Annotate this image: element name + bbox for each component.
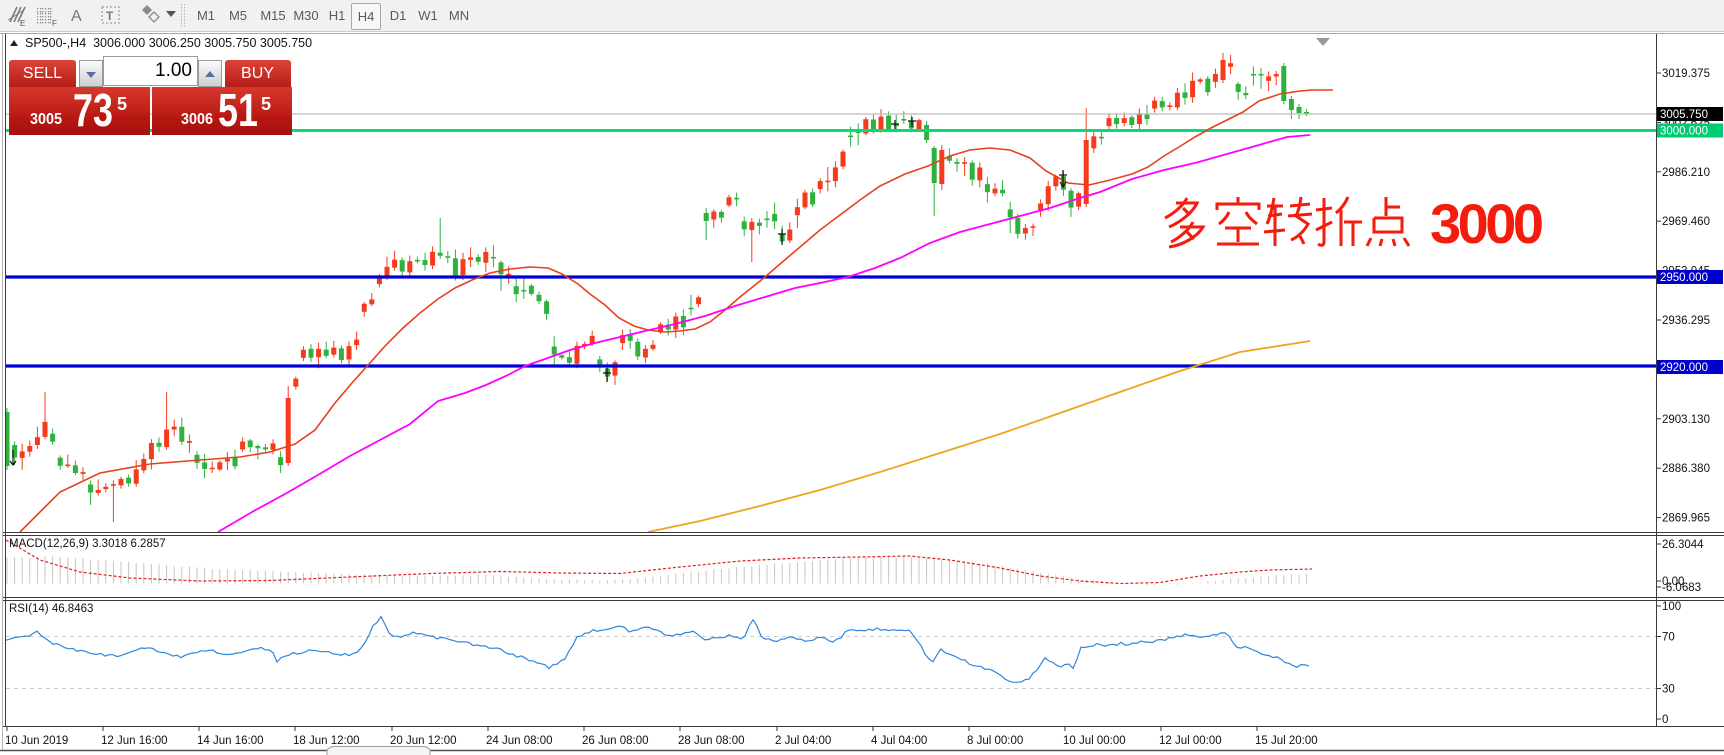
svg-text:2869.965: 2869.965 — [1662, 513, 1710, 525]
svg-text:8 Jul 00:00: 8 Jul 00:00 — [967, 735, 1023, 747]
svg-text:14 Jun 16:00: 14 Jun 16:00 — [197, 735, 264, 747]
svg-text:20 Jun 12:00: 20 Jun 12:00 — [390, 735, 457, 747]
svg-text:15 Jul 20:00: 15 Jul 20:00 — [1255, 735, 1318, 747]
svg-text:3000: 3000 — [1430, 192, 1542, 255]
svg-text:18 Jun 12:00: 18 Jun 12:00 — [293, 735, 360, 747]
svg-text:2886.380: 2886.380 — [1662, 463, 1710, 475]
svg-text:2969.460: 2969.460 — [1662, 216, 1710, 228]
svg-text:T: T — [106, 9, 114, 23]
svg-text:100: 100 — [1662, 601, 1681, 613]
svg-text:2 Jul 04:00: 2 Jul 04:00 — [775, 735, 831, 747]
svg-text:2903.130: 2903.130 — [1662, 414, 1710, 426]
svg-text:4 Jul 04:00: 4 Jul 04:00 — [871, 735, 927, 747]
svg-text:2950.000: 2950.000 — [1660, 272, 1708, 284]
svg-text:26.3044: 26.3044 — [1662, 539, 1704, 551]
svg-text:10 Jun 2019: 10 Jun 2019 — [5, 735, 68, 747]
svg-text:10 Jul 00:00: 10 Jul 00:00 — [1063, 735, 1126, 747]
svg-text:3019.375: 3019.375 — [1662, 68, 1710, 80]
svg-text:12 Jul 00:00: 12 Jul 00:00 — [1159, 735, 1222, 747]
svg-text:E: E — [20, 19, 25, 28]
svg-text:12 Jun 16:00: 12 Jun 16:00 — [101, 735, 168, 747]
svg-text:70: 70 — [1662, 632, 1675, 644]
svg-text:3002.625: 3002.625 — [1662, 117, 1710, 129]
svg-text:24 Jun 08:00: 24 Jun 08:00 — [486, 735, 553, 747]
svg-text:3000.000: 3000.000 — [1660, 126, 1708, 138]
svg-text:0.00: 0.00 — [1662, 576, 1684, 588]
svg-text:2986.210: 2986.210 — [1662, 167, 1710, 179]
svg-text:SP500-,H4 3006.000 3006.250 3: SP500-,H4 3006.000 3006.250 3005.750 300… — [25, 36, 312, 50]
svg-text:26 Jun 08:00: 26 Jun 08:00 — [582, 735, 649, 747]
svg-text:-6.0683: -6.0683 — [1662, 582, 1701, 594]
svg-text:30: 30 — [1662, 684, 1675, 696]
svg-text:2920.000: 2920.000 — [1660, 362, 1708, 374]
svg-text:MACD(12,26,9) 3.3018 6.2857: MACD(12,26,9) 3.3018 6.2857 — [9, 538, 166, 550]
svg-text:0: 0 — [1662, 714, 1668, 726]
svg-text:3005.750: 3005.750 — [1660, 109, 1708, 121]
svg-text:A: A — [71, 8, 82, 25]
svg-text:RSI(14) 46.8463: RSI(14) 46.8463 — [9, 603, 93, 615]
svg-text:2936.295: 2936.295 — [1662, 315, 1710, 327]
svg-text:28 Jun 08:00: 28 Jun 08:00 — [678, 735, 745, 747]
svg-text:F: F — [52, 19, 57, 28]
